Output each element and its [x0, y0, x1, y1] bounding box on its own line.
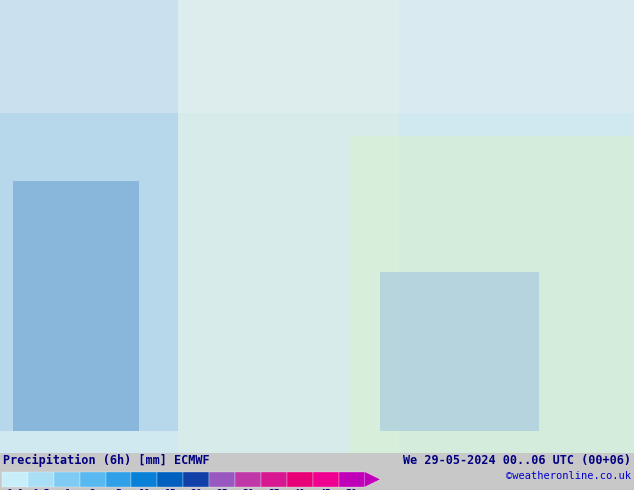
Text: 15: 15	[164, 489, 176, 490]
FancyBboxPatch shape	[313, 471, 339, 487]
FancyBboxPatch shape	[235, 471, 261, 487]
FancyBboxPatch shape	[2, 471, 28, 487]
FancyBboxPatch shape	[339, 471, 365, 487]
Text: 30: 30	[242, 489, 254, 490]
FancyBboxPatch shape	[183, 471, 209, 487]
FancyBboxPatch shape	[80, 471, 105, 487]
FancyBboxPatch shape	[209, 471, 235, 487]
FancyBboxPatch shape	[28, 471, 54, 487]
FancyBboxPatch shape	[131, 471, 157, 487]
Text: 25: 25	[216, 489, 228, 490]
Bar	[0, 0, 634, 113]
Text: 5: 5	[115, 489, 121, 490]
Text: 0.1: 0.1	[6, 489, 23, 490]
Text: We 29-05-2024 00..06 UTC (00+06): We 29-05-2024 00..06 UTC (00+06)	[403, 454, 631, 467]
FancyBboxPatch shape	[157, 471, 183, 487]
Text: 1: 1	[64, 489, 70, 490]
Text: 2: 2	[89, 489, 96, 490]
Polygon shape	[365, 471, 380, 487]
Text: 35: 35	[268, 489, 280, 490]
Bar	[0, 0, 178, 431]
Bar	[380, 272, 539, 431]
Text: 40: 40	[294, 489, 306, 490]
Text: ©weatheronline.co.uk: ©weatheronline.co.uk	[506, 471, 631, 481]
Bar	[349, 136, 634, 453]
Bar	[13, 181, 139, 431]
FancyBboxPatch shape	[105, 471, 131, 487]
Text: 50: 50	[346, 489, 358, 490]
Text: 10: 10	[138, 489, 150, 490]
FancyBboxPatch shape	[287, 471, 313, 487]
Text: 0.5: 0.5	[32, 489, 49, 490]
FancyBboxPatch shape	[261, 471, 287, 487]
Bar	[178, 0, 399, 453]
FancyBboxPatch shape	[54, 471, 80, 487]
Text: Precipitation (6h) [mm] ECMWF: Precipitation (6h) [mm] ECMWF	[3, 454, 210, 467]
Text: 45: 45	[320, 489, 332, 490]
Text: 20: 20	[190, 489, 202, 490]
